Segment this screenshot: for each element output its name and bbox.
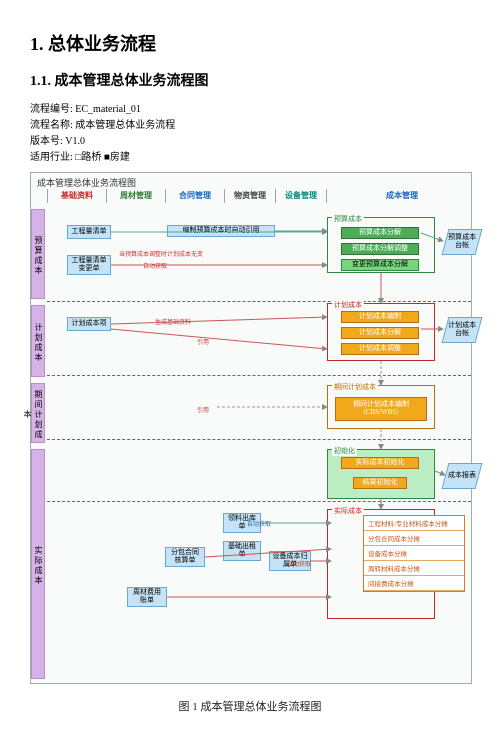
edge-label: 当预算成本调整时计划成本无变 bbox=[119, 249, 203, 258]
flow-node: 成本报表 bbox=[442, 463, 483, 489]
column-header: 成本管理 bbox=[326, 189, 477, 203]
figure-caption: 图 1 成本管理总体业务流程图 bbox=[30, 698, 470, 714]
flow-node: 预算成本分解 bbox=[341, 227, 419, 239]
flow-node: 计划成本台帐 bbox=[442, 317, 483, 343]
flow-node: 分包合同核算单 bbox=[165, 547, 205, 567]
column-header: 周材管理 bbox=[106, 189, 165, 203]
doc-item: 间接费成本分摊 bbox=[364, 576, 464, 591]
doc-list: 工程材料/专业材料成本分摊分包合同成本分摊设备成本分摊周转材料成本分摊间接费成本… bbox=[363, 515, 465, 592]
phase-label: 预算成本 bbox=[31, 209, 45, 299]
flow-node: 预算成本分解调整 bbox=[341, 243, 419, 255]
edge-label: 引用 bbox=[197, 405, 209, 414]
doc-item: 周转材料成本分摊 bbox=[364, 561, 464, 576]
edge-label: 引用 bbox=[197, 337, 209, 346]
flow-node: 计划成本调整 bbox=[341, 343, 419, 355]
flow-node: 周材费用账单 bbox=[127, 587, 167, 607]
doc-item: 工程材料/专业材料成本分摊 bbox=[364, 516, 464, 531]
flow-diagram: 成本管理总体业务流程图 预算成本计划成本期间计划成本实际成本 基础资料周材管理合… bbox=[30, 172, 472, 684]
meta-line: 适用行业: □路桥 ■房建 bbox=[30, 150, 470, 166]
meta-block: 流程编号: EC_material_01 流程名称: 成本管理总体业务流程 版本… bbox=[30, 102, 470, 166]
flow-node: 计划成本分解 bbox=[341, 327, 419, 339]
meta-line: 流程名称: 成本管理总体业务流程 bbox=[30, 118, 470, 134]
edge-label: 自动获取 bbox=[143, 261, 167, 270]
doc-item: 分包合同成本分摊 bbox=[364, 531, 464, 546]
flow-node: 基础出租单 bbox=[223, 541, 261, 561]
meta-line: 版本号: V1.0 bbox=[30, 134, 470, 150]
flow-node: 工程量清单 bbox=[67, 225, 111, 239]
heading-2: 1.1. 成本管理总体业务流程图 bbox=[30, 70, 470, 90]
flow-node: 变更预算成本分解 bbox=[341, 259, 419, 271]
column-header: 合同管理 bbox=[165, 189, 224, 203]
flow-node: 计划成本项 bbox=[67, 317, 111, 331]
flow-node: 计划成本编制 bbox=[341, 311, 419, 323]
flow-node: 工程量清单变更单 bbox=[67, 255, 111, 275]
column-header: 设备管理 bbox=[275, 189, 326, 203]
edge-label: 自动获取 bbox=[247, 519, 271, 528]
column-header: 物资管理 bbox=[224, 189, 275, 203]
phase-label: 实际成本 bbox=[31, 449, 45, 679]
diagram-title: 成本管理总体业务流程图 bbox=[37, 176, 136, 189]
column-header: 基础资料 bbox=[47, 189, 106, 203]
heading-1: 1. 总体业务流程 bbox=[30, 30, 470, 56]
flow-node: 预算成本台帐 bbox=[442, 229, 483, 255]
doc-item: 设备成本分摊 bbox=[364, 546, 464, 561]
edge-label: 生成基础资料 bbox=[155, 317, 191, 326]
flow-node: 期间计划成本编制（CBS/WBS） bbox=[335, 397, 427, 421]
flow-node: 实际成本初始化 bbox=[341, 457, 419, 469]
meta-line: 流程编号: EC_material_01 bbox=[30, 102, 470, 118]
phase-label: 计划成本 bbox=[31, 305, 45, 377]
flow-node: 结果初始化 bbox=[353, 477, 407, 489]
phase-label: 期间计划成本 bbox=[31, 383, 45, 443]
edge-label: 自动获取 bbox=[287, 559, 311, 568]
flow-node: 编制预算成本时自动引用 bbox=[167, 225, 275, 237]
